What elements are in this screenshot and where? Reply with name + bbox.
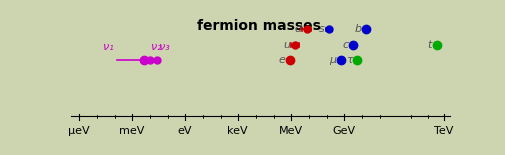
Text: u: u xyxy=(283,40,290,50)
Text: MeV: MeV xyxy=(278,126,302,136)
Text: GeV: GeV xyxy=(331,126,355,136)
Text: τ: τ xyxy=(345,55,352,65)
Text: μeV: μeV xyxy=(68,126,89,136)
Text: t: t xyxy=(427,40,431,50)
Text: d: d xyxy=(294,24,301,34)
Text: meV: meV xyxy=(119,126,144,136)
Text: e: e xyxy=(278,55,285,65)
Text: ν₂: ν₂ xyxy=(151,42,162,52)
Text: eV: eV xyxy=(177,126,192,136)
Text: μ: μ xyxy=(328,55,335,65)
Text: c: c xyxy=(341,40,347,50)
Text: ν₃: ν₃ xyxy=(159,42,169,52)
Text: fermion masses: fermion masses xyxy=(197,19,321,33)
Text: s: s xyxy=(318,24,324,34)
Text: keV: keV xyxy=(227,126,247,136)
Text: b: b xyxy=(354,24,361,34)
Text: TeV: TeV xyxy=(433,126,452,136)
Text: ν₁: ν₁ xyxy=(103,42,114,52)
